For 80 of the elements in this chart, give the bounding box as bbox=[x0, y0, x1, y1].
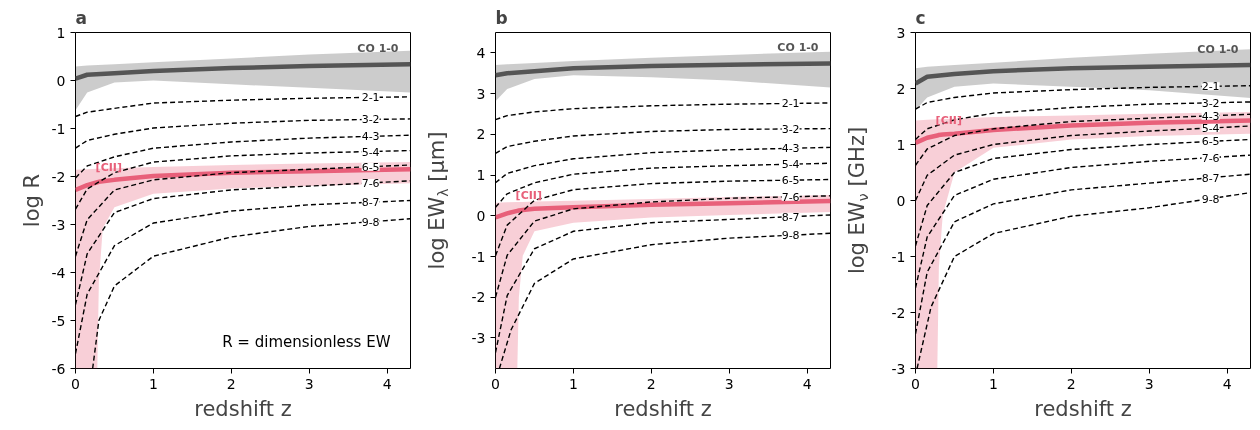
series-label: [CII] bbox=[515, 189, 542, 203]
series-label: 4-3 bbox=[361, 130, 380, 144]
line-series bbox=[495, 61, 831, 78]
series-label: CO 1-0 bbox=[1197, 42, 1239, 56]
y-axis-title: log EWλ [μm] bbox=[424, 131, 451, 270]
series-label: [CII] bbox=[95, 160, 122, 174]
series-label: CO 1-0 bbox=[777, 41, 819, 55]
y-tick-label: -6 bbox=[51, 360, 66, 377]
series-label: 8-7 bbox=[1201, 171, 1220, 185]
y-tick-label: 3 bbox=[896, 24, 906, 41]
x-tick-label: 4 bbox=[382, 375, 392, 392]
y-tick-label: -3 bbox=[471, 329, 486, 346]
y-tick-label: 0 bbox=[56, 72, 66, 89]
line-series bbox=[915, 118, 1251, 146]
y-tick-label: -2 bbox=[471, 289, 486, 306]
series-label: 4-3 bbox=[1201, 109, 1220, 123]
y-tick-label: -1 bbox=[51, 120, 66, 137]
series-label: 5-4 bbox=[1201, 122, 1220, 135]
x-axis-title: redshift z bbox=[1034, 396, 1132, 421]
chart-title: a bbox=[75, 7, 87, 28]
line-series bbox=[75, 61, 411, 81]
chart-title: c bbox=[915, 7, 926, 28]
series-label: 2-1 bbox=[1201, 80, 1220, 94]
y-tick-label: -3 bbox=[891, 360, 906, 377]
x-tick-label: 2 bbox=[1066, 375, 1076, 392]
series-label: 9-8 bbox=[1201, 192, 1220, 206]
series-label: 5-4 bbox=[361, 145, 380, 159]
series-label: 9-8 bbox=[361, 215, 380, 229]
x-tick-label: 0 bbox=[911, 375, 920, 392]
series-label: 6-5 bbox=[1201, 135, 1220, 149]
x-axis-title: redshift z bbox=[194, 396, 292, 421]
y-tick-label: 2 bbox=[476, 126, 486, 143]
y-tick-label: 2 bbox=[896, 80, 906, 97]
series-label: 3-2 bbox=[781, 122, 800, 136]
series-label: 9-8 bbox=[781, 229, 800, 243]
series-label: 2-1 bbox=[361, 91, 380, 105]
x-tick-label: 1 bbox=[988, 375, 998, 392]
y-tick-label: 0 bbox=[896, 192, 906, 209]
x-tick-label: 1 bbox=[568, 375, 578, 392]
y-tick-label: 1 bbox=[476, 167, 486, 184]
series-label: 6-5 bbox=[361, 160, 380, 174]
x-tick-label: 3 bbox=[304, 375, 314, 392]
chart-title: b bbox=[495, 7, 508, 28]
x-tick-label: 4 bbox=[1222, 375, 1232, 392]
x-tick-label: 2 bbox=[226, 375, 236, 392]
y-tick-label: -3 bbox=[51, 216, 66, 233]
x-tick-label: 1 bbox=[148, 375, 158, 392]
series-label: 6-5 bbox=[781, 174, 800, 188]
series-label: 4-3 bbox=[781, 142, 800, 156]
y-tick-label: -1 bbox=[891, 248, 906, 265]
series-label: 8-7 bbox=[781, 210, 800, 224]
series-label: 3-2 bbox=[1201, 96, 1220, 110]
x-tick-label: 0 bbox=[491, 375, 500, 392]
series-label: CO 1-0 bbox=[357, 42, 399, 56]
x-tick-label: 3 bbox=[1144, 375, 1154, 392]
x-tick-label: 2 bbox=[646, 375, 656, 392]
y-tick-label: -5 bbox=[51, 312, 66, 329]
annotation: R = dimensionless EW bbox=[222, 332, 391, 351]
y-axis-title: log EWν [GHz] bbox=[844, 126, 871, 275]
series-label: 7-6 bbox=[361, 176, 380, 190]
y-tick-label: -1 bbox=[471, 248, 486, 265]
y-tick-label: 3 bbox=[476, 85, 486, 102]
x-axis-title: redshift z bbox=[614, 396, 712, 421]
y-tick-label: -2 bbox=[51, 168, 66, 185]
y-tick-label: 1 bbox=[896, 136, 906, 153]
y-tick-label: 4 bbox=[476, 44, 486, 61]
y-tick-label: 1 bbox=[56, 24, 66, 41]
y-tick-label: -2 bbox=[891, 304, 906, 321]
series-label: 3-2 bbox=[361, 113, 380, 127]
y-tick-label: 0 bbox=[476, 207, 486, 224]
x-tick-label: 3 bbox=[724, 375, 734, 392]
series-label: 8-7 bbox=[361, 196, 380, 210]
series-label: 2-1 bbox=[781, 97, 800, 111]
y-axis-title: log R bbox=[19, 173, 44, 228]
series-label: 5-4 bbox=[781, 158, 800, 172]
series-label: 7-6 bbox=[1201, 151, 1220, 165]
y-tick-label: -4 bbox=[51, 264, 66, 281]
x-tick-label: 0 bbox=[71, 375, 80, 392]
series-label: 7-6 bbox=[781, 190, 800, 204]
x-tick-label: 4 bbox=[802, 375, 812, 392]
